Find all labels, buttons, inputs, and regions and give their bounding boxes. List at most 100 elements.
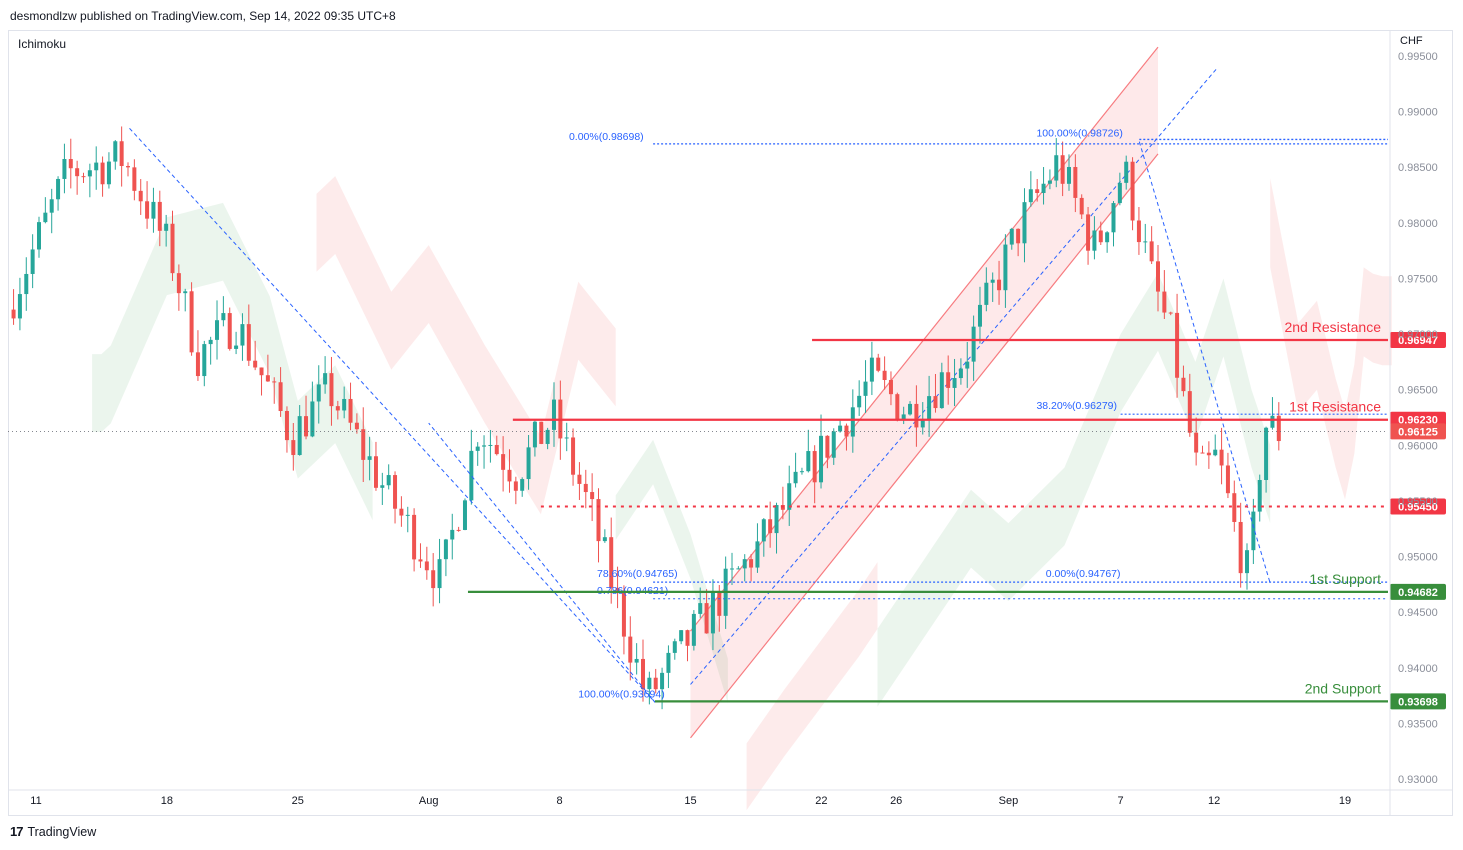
fib-label: 0.786(0.94621) <box>597 585 668 597</box>
fib-label: 38.20%(0.96279) <box>1036 400 1117 412</box>
candle-body <box>596 499 601 542</box>
candle-body <box>291 440 296 455</box>
candle-body <box>1105 232 1110 243</box>
ichimoku-cloud-2 <box>615 439 728 704</box>
candle-body <box>819 435 824 483</box>
candle-body <box>787 483 792 510</box>
candle-body <box>717 592 722 616</box>
y-tick-label: 0.94000 <box>1398 663 1438 675</box>
ichimoku-cloud-5 <box>1270 178 1392 500</box>
candle-body <box>742 559 747 569</box>
candle-body <box>1245 550 1250 574</box>
candle-body <box>927 396 932 420</box>
y-tick-label: 0.95000 <box>1398 552 1438 564</box>
candle-body <box>284 410 289 441</box>
candle-body <box>1136 220 1141 243</box>
footer-brand[interactable]: 17 TradingView <box>10 824 96 839</box>
candle-body <box>946 372 951 388</box>
candle-body <box>482 445 487 447</box>
candle-body <box>914 403 919 428</box>
candle-body <box>1054 155 1059 181</box>
candle-body <box>876 357 881 371</box>
candle-body <box>768 519 773 534</box>
candlestick-series <box>11 126 1281 710</box>
candle-body <box>1257 479 1262 512</box>
candle-body <box>653 677 658 690</box>
candle-body <box>1117 182 1122 204</box>
candle-body <box>1003 244 1008 291</box>
candle-body <box>908 403 913 415</box>
candle-body <box>577 474 582 484</box>
candle-body <box>888 379 893 395</box>
candle-body <box>1219 449 1224 466</box>
price-tag-0.96947 <box>1390 331 1446 348</box>
footer-brand-label: TradingView <box>27 824 97 839</box>
candle-body <box>812 451 817 483</box>
candle-body <box>939 372 944 409</box>
candle-body <box>151 201 156 219</box>
candle-body <box>799 471 804 473</box>
candle-body <box>17 294 22 319</box>
candle-body <box>1098 230 1103 243</box>
price-tag-0.94682 <box>1390 583 1446 600</box>
candle-body <box>710 592 715 634</box>
candle-body <box>977 304 982 327</box>
ichimoku-cloud-3 <box>746 562 878 811</box>
price-tag-label: 0.94682 <box>1398 587 1438 599</box>
candle-body <box>132 167 137 191</box>
y-tick-label: 0.97000 <box>1398 329 1438 341</box>
candle-body <box>634 658 639 663</box>
candle-body <box>971 326 976 362</box>
fib-trend-2 <box>428 422 656 703</box>
level-label: 1st Support <box>1309 571 1381 587</box>
candle-body <box>755 541 760 568</box>
candle-body <box>278 382 283 411</box>
candle-body <box>571 437 576 475</box>
candle-body <box>1016 228 1021 244</box>
candle-body <box>361 429 366 460</box>
candle-body <box>698 603 703 614</box>
candle-body <box>590 492 595 500</box>
candle-body <box>1168 312 1173 314</box>
candle-body <box>43 212 48 223</box>
candle-body <box>11 309 16 319</box>
candle-body <box>730 568 735 570</box>
candle-body <box>348 398 353 423</box>
channel-lower-line <box>690 153 1159 739</box>
candle-body <box>850 407 855 437</box>
candle-body <box>679 630 684 642</box>
indicator-label[interactable]: Ichimoku <box>18 37 67 51</box>
candle-body <box>342 398 347 411</box>
candle-body <box>469 450 474 501</box>
candle-body <box>704 603 709 634</box>
candle-body <box>183 291 188 294</box>
candle-body <box>246 324 251 361</box>
candle-body <box>628 636 633 663</box>
ichimoku-cloud-1 <box>316 176 616 515</box>
candle-body <box>176 273 181 294</box>
candle-body <box>774 505 779 534</box>
level-label: 2nd Support <box>1305 680 1381 696</box>
candle-body <box>532 421 537 448</box>
candle-body <box>621 590 626 637</box>
candle-body <box>329 373 334 407</box>
candle-body <box>857 395 862 408</box>
candle-body <box>1143 241 1148 243</box>
candle-body <box>253 360 258 368</box>
candle-body <box>30 249 35 274</box>
candle-body <box>81 176 86 178</box>
candle-body <box>265 375 270 382</box>
fib-label: 0.00%(0.98698) <box>569 131 644 143</box>
candle-body <box>215 320 220 340</box>
candle-body <box>672 641 677 653</box>
candle-body <box>234 345 239 349</box>
candle-body <box>49 199 54 213</box>
level-label: 1st Resistance <box>1289 399 1381 415</box>
candle-body <box>1194 432 1199 453</box>
y-tick-label: 0.98500 <box>1398 162 1438 174</box>
candle-body <box>405 514 410 516</box>
ichimoku-cloud-layer <box>92 176 1392 811</box>
price-tag-label: 0.95450 <box>1398 501 1438 513</box>
